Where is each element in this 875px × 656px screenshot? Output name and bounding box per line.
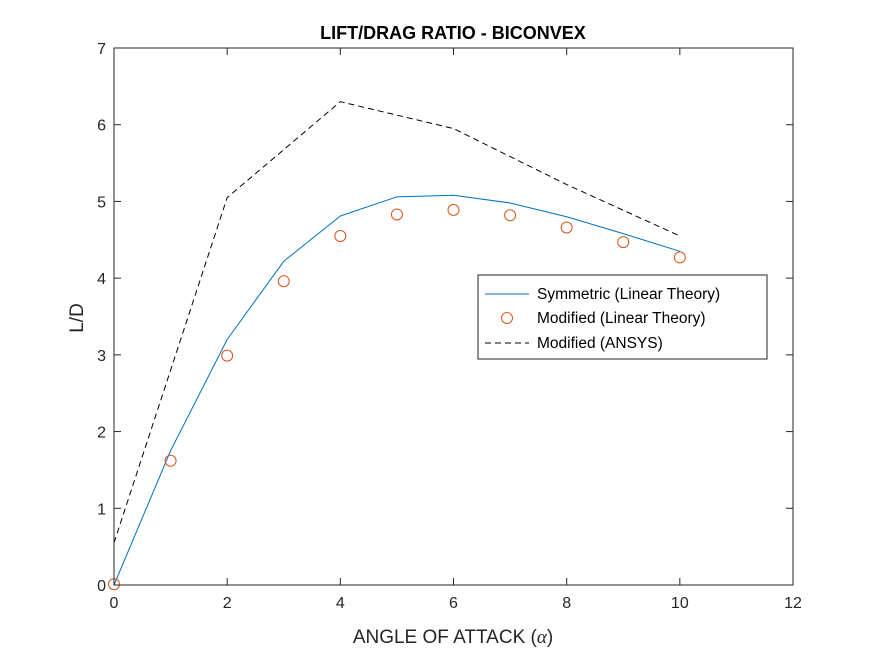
legend-box <box>477 274 768 360</box>
series-line-modified-ansys <box>113 101 681 543</box>
point-modified-linear-theory-2 <box>221 349 234 362</box>
x-tick-label: 10 <box>671 595 689 612</box>
legend: Symmetric (Linear Theory) Modified (Line… <box>477 274 768 360</box>
legend-label-symmetric: Symmetric (Linear Theory) <box>537 286 720 303</box>
y-tick-label: 5 <box>97 194 106 211</box>
legend-label-modified-ansys: Modified (ANSYS) <box>537 335 663 352</box>
x-tick-label: 4 <box>336 595 345 612</box>
y-tick-label: 7 <box>97 41 106 58</box>
point-modified-linear-theory-1 <box>164 454 177 467</box>
series-line-symmetric-linear-theory <box>113 194 680 586</box>
y-tick-label: 2 <box>97 425 106 442</box>
point-modified-linear-theory-3 <box>277 275 290 288</box>
point-modified-linear-theory-9 <box>617 236 630 249</box>
point-modified-linear-theory-6 <box>447 203 460 216</box>
y-tick-label: 3 <box>97 348 106 365</box>
point-modified-linear-theory-10 <box>673 251 686 264</box>
chart-title: LIFT/DRAG RATIO - BICONVEX <box>320 23 586 43</box>
point-modified-linear-theory-4 <box>334 229 347 242</box>
x-tick-label: 8 <box>562 595 571 612</box>
y-tick-label: 4 <box>97 271 106 288</box>
x-tick-label: 2 <box>223 595 232 612</box>
x-axis-label: ANGLE OF ATTACK (α) <box>353 627 553 648</box>
x-tick-label: 12 <box>784 595 802 612</box>
y-tick-label: 6 <box>97 118 106 135</box>
legend-label-modified-linear: Modified (Linear Theory) <box>537 310 706 327</box>
y-tick-label: 1 <box>97 501 106 518</box>
x-tick-label: 0 <box>110 595 119 612</box>
x-tick-label: 6 <box>449 595 458 612</box>
point-modified-linear-theory-8 <box>560 221 573 234</box>
y-axis-label: L/D <box>67 303 88 333</box>
point-modified-linear-theory-7 <box>504 209 517 222</box>
legend-swatch-modified-linear <box>501 312 513 324</box>
y-tick-label: 0 <box>97 578 106 595</box>
point-modified-linear-theory-5 <box>390 208 403 221</box>
